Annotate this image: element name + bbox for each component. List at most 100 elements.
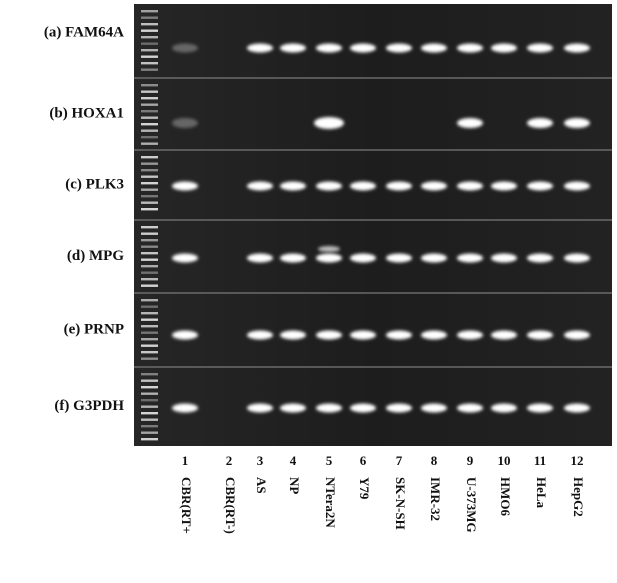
ladder-band — [141, 62, 158, 65]
ladder-band — [141, 129, 158, 132]
lane-name: HepG2 — [571, 477, 586, 517]
band — [491, 253, 517, 263]
ladder-band — [141, 162, 158, 165]
ladder-band — [141, 258, 158, 261]
ladder-band — [141, 325, 158, 328]
band — [457, 403, 483, 413]
ladder-band — [141, 188, 158, 191]
ladder-lane — [141, 10, 158, 441]
band — [172, 253, 198, 263]
lane-number: 7 — [396, 453, 403, 468]
band — [564, 43, 590, 53]
lane-number: 10 — [498, 453, 511, 468]
lane-number: 1 — [182, 453, 189, 468]
band — [280, 330, 306, 340]
ladder-band — [141, 29, 158, 32]
ladder-band — [141, 90, 158, 93]
band — [457, 181, 483, 191]
ladder-band — [141, 386, 158, 389]
band — [316, 43, 342, 53]
row-label: (b) HOXA1 — [49, 105, 124, 121]
ladder-band — [141, 103, 158, 106]
ladder-band — [141, 42, 158, 45]
ladder-band — [141, 195, 158, 198]
band — [564, 330, 590, 340]
ladder-band — [141, 351, 158, 354]
band — [421, 253, 447, 263]
band — [386, 403, 412, 413]
band — [491, 403, 517, 413]
ladder-band — [141, 36, 158, 39]
band — [527, 118, 553, 128]
band — [386, 253, 412, 263]
ladder-band — [141, 55, 158, 58]
band — [247, 181, 273, 191]
band — [421, 403, 447, 413]
band — [172, 403, 198, 413]
band — [247, 43, 273, 53]
band — [172, 181, 198, 191]
lane-number: 2 — [226, 453, 233, 468]
ladder-band — [141, 169, 158, 172]
lane-number: 11 — [534, 453, 546, 468]
ladder-band — [141, 431, 158, 434]
row-label: (c) PLK3 — [65, 176, 124, 192]
ladder-band — [141, 136, 158, 139]
labels: (a) FAM64A (b) HOXA1 (c) PLK3 (d) MPG (e) PR… — [44, 24, 586, 533]
band — [316, 253, 342, 263]
band — [457, 253, 483, 263]
band — [316, 403, 342, 413]
row-label: (d) MPG — [67, 248, 124, 264]
band — [564, 253, 590, 263]
ladder-band — [141, 284, 158, 287]
lane-name: NP — [287, 477, 302, 494]
lane-number: 12 — [571, 453, 584, 468]
ladder-band — [141, 379, 158, 382]
ladder-band — [141, 265, 158, 268]
ladder-band — [141, 278, 158, 281]
band — [491, 330, 517, 340]
ladder-band — [141, 405, 158, 408]
band — [564, 403, 590, 413]
lane-name: SK-N-SH — [393, 477, 408, 530]
ladder-band — [141, 175, 158, 178]
ladder-band — [141, 399, 158, 402]
band — [527, 181, 553, 191]
lane-number: 6 — [360, 453, 367, 468]
ladder-band — [141, 344, 158, 347]
ladder-band — [141, 312, 158, 315]
band — [172, 118, 198, 128]
band — [280, 403, 306, 413]
ladder-band — [141, 68, 158, 71]
band — [172, 43, 198, 53]
ladder-band — [141, 271, 158, 274]
ladder-band — [141, 10, 158, 13]
band — [491, 181, 517, 191]
lane-name: IMR-32 — [428, 477, 443, 521]
band — [172, 330, 198, 340]
ladder-band — [141, 305, 158, 308]
band — [280, 43, 306, 53]
ladder-band — [141, 16, 158, 19]
lane-number: 9 — [467, 453, 474, 468]
lane-name: U-373MG — [464, 477, 479, 533]
lane-number: 4 — [290, 453, 297, 468]
band — [457, 330, 483, 340]
ladder-band — [141, 97, 158, 100]
band — [527, 330, 553, 340]
ladder-band — [141, 425, 158, 428]
band — [316, 181, 342, 191]
band — [318, 246, 340, 252]
ladder-band — [141, 331, 158, 334]
ladder-band — [141, 299, 158, 302]
band — [564, 118, 590, 128]
ladder-band — [141, 23, 158, 26]
lane-number: 5 — [326, 453, 333, 468]
ladder-band — [141, 318, 158, 321]
band — [421, 181, 447, 191]
band — [350, 181, 376, 191]
bands — [172, 43, 590, 413]
ladder-band — [141, 84, 158, 87]
